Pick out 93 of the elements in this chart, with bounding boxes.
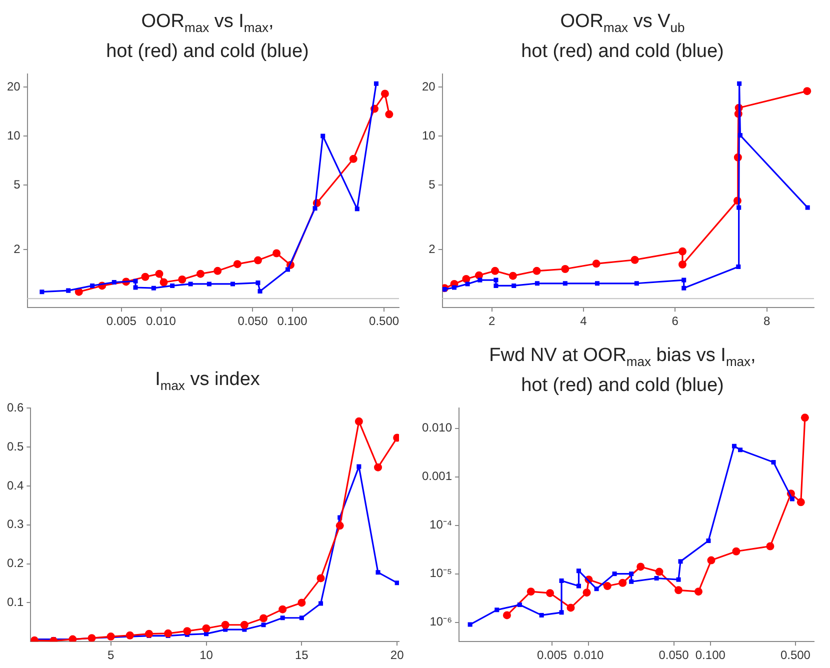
x-tick-label: 0.050 <box>238 314 268 328</box>
point <box>678 247 686 256</box>
point <box>221 620 230 629</box>
y-tick-label: 0.6 <box>6 400 24 415</box>
point <box>534 281 540 286</box>
x-tick-label: 0.010 <box>574 648 604 662</box>
point <box>354 417 363 426</box>
y-tick-label: 5 <box>14 177 21 192</box>
point <box>494 278 498 282</box>
point <box>736 264 741 269</box>
x-tick-label: 8 <box>763 314 770 328</box>
point <box>374 463 382 472</box>
point <box>803 87 812 96</box>
point <box>183 627 192 636</box>
point <box>240 620 248 629</box>
point <box>202 624 210 632</box>
chart-title: Fwd NV at OOR$_{max}$ bias vs I$_{max}$, <box>489 344 756 371</box>
y-tick-label: 0.3 <box>6 517 24 532</box>
x-tick-label: 15 <box>294 648 309 662</box>
y-tick-label: 2 <box>14 242 21 256</box>
y-tick-label: 20 <box>6 79 21 94</box>
point <box>336 522 344 530</box>
point <box>145 630 153 638</box>
y-tick-label: 10⁻⁵ <box>430 566 452 580</box>
point <box>298 598 306 607</box>
x-tick-label: 0.005 <box>106 314 137 328</box>
x-tick-label: 5 <box>107 648 114 662</box>
point <box>634 281 639 286</box>
x-tick-label: 0.050 <box>658 648 690 662</box>
chart-subtitle: hot (red) and cold (blue) <box>521 40 724 64</box>
point <box>805 205 810 210</box>
x-tick-label: 10 <box>200 648 214 662</box>
x-tick-label: 0.100 <box>695 648 726 662</box>
point <box>318 601 324 606</box>
point <box>376 570 380 575</box>
point <box>630 256 639 264</box>
point <box>260 614 268 622</box>
y-tick-label: 10 <box>422 128 436 142</box>
x-tick-label: 0.500 <box>369 314 400 328</box>
y-tick-label: 20 <box>422 79 436 94</box>
y-tick-label: 10⁻⁴ <box>430 518 452 532</box>
point <box>594 281 600 286</box>
point <box>508 272 517 280</box>
chart-title: OOR$_{max}$ vs I$_{max}$, <box>141 10 274 37</box>
y-tick-label: 2 <box>428 242 436 256</box>
point <box>592 260 600 268</box>
point <box>394 580 399 586</box>
x-tick-label: 20 <box>390 648 404 662</box>
point <box>736 205 742 210</box>
point <box>478 278 482 282</box>
point <box>280 616 285 620</box>
x-tick-label: 0.500 <box>780 648 811 662</box>
point <box>278 605 287 614</box>
x-tick-label: 2 <box>488 314 496 328</box>
chart-subtitle: hot (red) and cold (blue) <box>521 374 724 398</box>
x-tick-label: 6 <box>672 314 679 328</box>
y-tick-label: 0.001 <box>422 469 452 484</box>
point <box>452 285 457 290</box>
chart-title: I$_{max}$ vs index <box>155 368 260 395</box>
point <box>261 622 266 628</box>
x-tick-label: 4 <box>580 314 588 328</box>
point <box>491 266 500 275</box>
point <box>737 81 742 86</box>
point <box>316 574 325 582</box>
point <box>494 283 498 288</box>
point <box>532 266 541 275</box>
y-tick-label: 0.010 <box>422 420 452 435</box>
point <box>512 283 516 288</box>
point <box>738 133 742 138</box>
y-tick-label: 0.1 <box>6 595 24 610</box>
point <box>682 286 686 290</box>
x-tick-label: 0.005 <box>537 648 568 662</box>
point <box>562 281 568 286</box>
chart-subtitle: hot (red) and cold (blue) <box>106 40 309 64</box>
y-tick-label: 0.5 <box>6 439 24 454</box>
y-tick-label: 10 <box>6 128 21 142</box>
point <box>126 631 134 640</box>
point <box>678 260 686 269</box>
point <box>356 464 362 469</box>
point <box>561 265 570 274</box>
y-tick-label: 5 <box>428 177 436 192</box>
point <box>299 616 304 620</box>
chart-title: OOR$_{max}$ vs V$_{ub}$ <box>560 10 685 37</box>
x-tick-label: 0.100 <box>277 314 308 328</box>
y-tick-label: 0.4 <box>6 478 24 492</box>
point <box>462 274 470 283</box>
point <box>682 278 686 282</box>
x-tick-label: 0.010 <box>146 314 176 328</box>
point <box>465 282 470 286</box>
point <box>164 629 172 638</box>
point <box>106 632 115 641</box>
y-tick-label: 10⁻⁶ <box>430 614 452 629</box>
y-tick-label: 0.2 <box>6 556 24 570</box>
